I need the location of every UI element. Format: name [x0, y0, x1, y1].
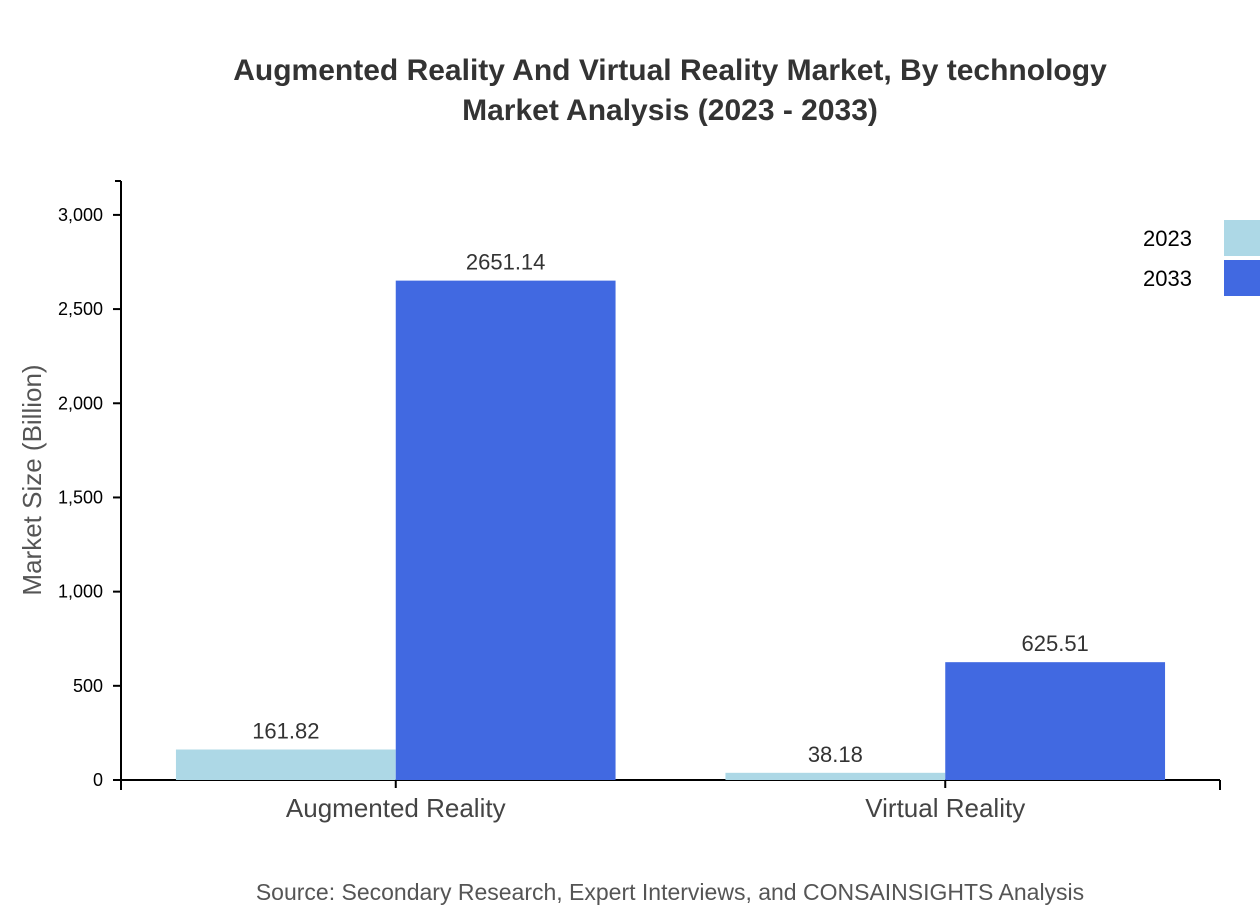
bar-2033 — [395, 280, 616, 780]
y-tick-label: 2,000 — [58, 393, 103, 413]
legend-label: 2033 — [1143, 266, 1192, 291]
data-label: 2651.14 — [466, 250, 546, 275]
x-tick-label: Augmented Reality — [286, 793, 506, 823]
legend-label: 2023 — [1143, 226, 1192, 251]
chart-subtitle: Market Analysis (2023 - 2033) — [462, 94, 878, 127]
data-label: 161.82 — [252, 719, 319, 744]
y-tick-label: 1,000 — [58, 582, 103, 602]
chart-title: Augmented Reality And Virtual Reality Ma… — [233, 54, 1107, 87]
bar-2033 — [945, 662, 1166, 780]
bar-2023 — [175, 749, 396, 780]
legend-swatch-2033 — [1224, 260, 1260, 296]
legend-swatch-2023 — [1224, 220, 1260, 256]
x-tick-label: Virtual Reality — [865, 793, 1025, 823]
y-tick-label: 3,000 — [58, 205, 103, 225]
source-note: Source: Secondary Research, Expert Inter… — [256, 879, 1084, 905]
data-label: 38.18 — [808, 742, 863, 767]
y-tick-label: 500 — [73, 676, 103, 696]
y-tick-label: 0 — [93, 770, 103, 790]
data-label: 625.51 — [1022, 631, 1089, 656]
y-tick-label: 1,500 — [58, 487, 103, 507]
bar-2023 — [725, 772, 946, 780]
y-axis-label: Market Size (Billion) — [17, 364, 47, 595]
y-tick-label: 2,500 — [58, 299, 103, 319]
